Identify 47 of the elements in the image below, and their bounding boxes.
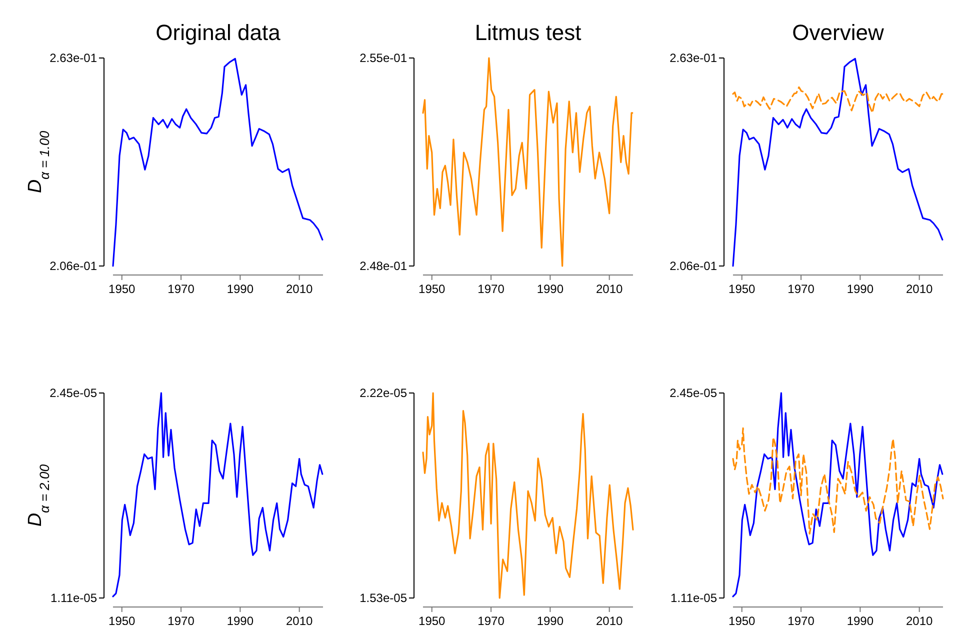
x-tick-label: 2010 — [906, 614, 934, 628]
y-tick-label: 2.06e-01 — [50, 259, 98, 274]
x-tick-label: 2010 — [286, 614, 314, 628]
y-tick-label: 2.55e-01 — [360, 51, 408, 66]
x-tick-label: 1990 — [846, 282, 874, 296]
x-tick-label: 1990 — [846, 614, 874, 628]
line-series — [422, 392, 634, 599]
chart-title: Overview — [792, 20, 884, 45]
x-tick-label: 1990 — [226, 614, 254, 628]
line-series — [732, 58, 944, 267]
x-tick-label: 1970 — [788, 282, 815, 296]
x-tick-label: 1970 — [478, 282, 505, 296]
line-series — [732, 86, 944, 114]
y-tick-label: 2.63e-01 — [50, 51, 98, 66]
y-tick-label: 2.45e-05 — [50, 386, 98, 400]
y-tick-label: 2.22e-05 — [360, 386, 408, 400]
chart-title: Original data — [156, 20, 282, 45]
y-tick-label: 2.48e-01 — [360, 259, 408, 274]
x-tick-label: 2010 — [596, 282, 624, 296]
x-tick-label: 1970 — [478, 614, 505, 628]
line-series — [422, 57, 634, 267]
x-tick-label: 1970 — [168, 282, 195, 296]
line-series — [732, 392, 944, 598]
y-tick-label: 1.11e-05 — [670, 591, 718, 606]
y-tick-label: 2.06e-01 — [670, 259, 718, 274]
line-series — [732, 427, 944, 535]
x-tick-label: 1970 — [168, 614, 195, 628]
line-series — [112, 392, 324, 598]
x-tick-label: 1990 — [536, 282, 564, 296]
x-tick-label: 1990 — [536, 614, 564, 628]
x-tick-label: 1950 — [728, 282, 756, 296]
y-tick-label: 2.63e-01 — [670, 51, 718, 66]
x-tick-label: 1990 — [226, 282, 254, 296]
x-tick-label: 2010 — [286, 282, 314, 296]
x-tick-label: 1950 — [728, 614, 756, 628]
x-tick-label: 1950 — [418, 282, 446, 296]
x-tick-label: 2010 — [596, 614, 624, 628]
y-tick-label: 1.53e-05 — [360, 591, 408, 606]
y-tick-label: 2.45e-05 — [670, 386, 718, 400]
chart-title: Litmus test — [474, 20, 582, 45]
x-tick-label: 1950 — [108, 282, 136, 296]
x-tick-label: 1970 — [788, 614, 815, 628]
x-tick-label: 2010 — [906, 282, 934, 296]
x-tick-label: 1950 — [418, 614, 446, 628]
line-series — [112, 58, 324, 267]
x-tick-label: 1950 — [108, 614, 136, 628]
y-tick-label: 1.11e-05 — [50, 591, 98, 606]
